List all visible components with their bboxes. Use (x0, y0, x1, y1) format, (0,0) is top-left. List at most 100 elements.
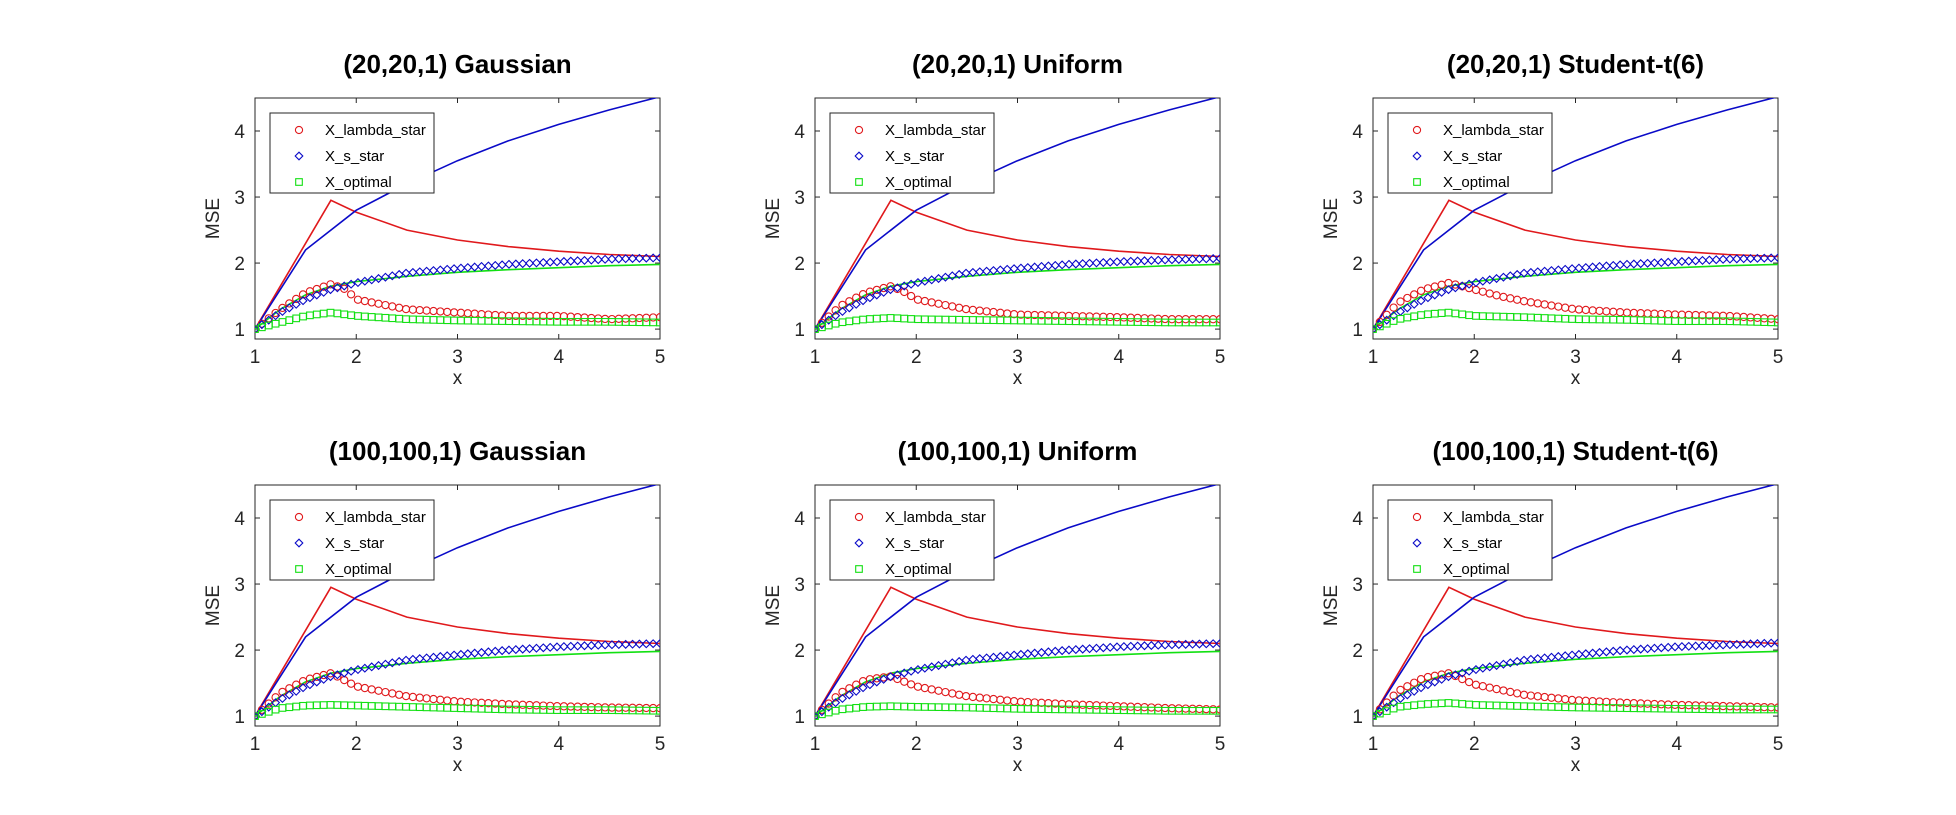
legend-marker (854, 512, 864, 522)
legend-marker (854, 125, 864, 135)
diamond-marker (1553, 265, 1563, 275)
diamond-marker (1704, 640, 1714, 651)
legend-label: X_optimal (885, 174, 952, 191)
circle-marker (1458, 674, 1467, 684)
diamond-marker (511, 259, 521, 269)
red-curve (255, 586, 660, 717)
chart-panel: (100,100,1) Student-t(6) 1 2 3 4 5 1 2 3 4 x MSE X_l… (1321, 436, 1783, 776)
diamond-marker (277, 693, 288, 704)
chart-panel: (100,100,1) Gaussian 1 2 3 4 5 1 2 3 4 x MSE X_lambd… (203, 436, 665, 776)
red-curve (815, 199, 1220, 330)
diamond-marker (1215, 638, 1220, 649)
diamond-marker (600, 640, 610, 650)
diamond-marker (1464, 666, 1474, 676)
diamond-marker (1167, 255, 1177, 265)
circle-marker (886, 282, 895, 291)
x-axis-label: x (453, 368, 463, 389)
panel-title: (100,100,1) Student-t(6) (1432, 436, 1718, 466)
x-tick-label: 1 (810, 347, 821, 368)
diamond-marker (1752, 253, 1762, 263)
diamond-marker (1677, 256, 1687, 267)
circle-marker (893, 674, 902, 684)
diamond-marker (291, 686, 301, 696)
data-layer (1373, 485, 1778, 721)
diamond-marker (607, 640, 617, 650)
diamond-marker (1642, 258, 1653, 268)
diamond-marker (325, 672, 336, 682)
diamond-marker (435, 651, 445, 662)
y-tick-label: 2 (794, 641, 805, 662)
diamond-marker (511, 644, 521, 655)
diamond-marker (1194, 254, 1204, 264)
diamond-marker (872, 677, 882, 687)
diamond-marker (824, 702, 834, 712)
diamond-marker (1450, 670, 1460, 680)
diamond-marker (401, 655, 411, 665)
circle-marker (326, 669, 335, 678)
diamond-marker (975, 267, 985, 277)
diamond-marker (1373, 711, 1378, 721)
legend-marker (294, 151, 304, 161)
diamond-marker (1112, 642, 1122, 652)
blue-curve (815, 485, 1219, 717)
diamond-marker (1160, 255, 1170, 265)
diamond-marker (284, 303, 294, 313)
diamond-marker (607, 254, 617, 264)
diamond-marker (531, 258, 542, 268)
red-curve (815, 586, 1220, 717)
diamond-marker (422, 653, 432, 663)
diamond-marker (817, 320, 827, 330)
diamond-marker (1139, 641, 1150, 651)
diamond-marker (1160, 640, 1170, 650)
legend-label: X_lambda_star (1443, 509, 1544, 526)
diamond-marker (1402, 303, 1412, 313)
diamond-marker (1457, 668, 1467, 678)
blue-curve (815, 98, 1219, 330)
legend-label: X_s_star (325, 535, 384, 552)
circle-marker (845, 684, 854, 693)
circle-marker (346, 290, 356, 299)
legend-label: X_lambda_star (1443, 122, 1544, 139)
x-tick-label: 5 (1773, 347, 1784, 368)
square-marker (1216, 706, 1220, 715)
diamond-marker (1043, 261, 1053, 271)
diamond-marker (271, 311, 281, 321)
diamond-marker (1126, 641, 1136, 651)
diamond-marker (1050, 260, 1060, 270)
diamond-marker (614, 254, 624, 264)
diamond-marker (1519, 268, 1529, 278)
legend-marker (294, 125, 304, 135)
diamond-marker (538, 643, 548, 653)
diamond-marker (1574, 263, 1584, 273)
diamond-marker (463, 262, 473, 273)
diamond-marker (1766, 638, 1776, 648)
diamond-marker (1636, 259, 1646, 269)
red-curve (1373, 586, 1778, 717)
diamond-marker (655, 638, 660, 649)
y-tick-label: 1 (234, 707, 245, 728)
diamond-marker (1036, 647, 1047, 658)
circle-marker (1396, 685, 1405, 695)
diamond-marker (428, 652, 439, 662)
data-layer (1373, 98, 1778, 334)
diamond-marker (1373, 324, 1378, 334)
diamond-marker (408, 267, 418, 278)
circle-marker (278, 687, 287, 697)
diamond-marker (449, 264, 459, 274)
diamond-marker (1443, 285, 1454, 295)
diamond-marker (879, 287, 889, 297)
diamond-marker (552, 257, 562, 267)
diamond-marker (1153, 255, 1163, 265)
diamond-marker (1430, 290, 1440, 300)
diamond-marker (1464, 279, 1474, 289)
red-curve (255, 199, 660, 330)
y-tick-label: 3 (794, 188, 805, 209)
x-tick-label: 2 (911, 734, 922, 755)
diamond-marker (988, 652, 999, 662)
diamond-marker (1084, 644, 1095, 654)
diamond-marker (641, 253, 651, 263)
square-marker (656, 706, 660, 715)
diamond-marker (490, 260, 500, 270)
circle-marker (852, 680, 861, 689)
y-tick-label: 3 (234, 188, 245, 209)
